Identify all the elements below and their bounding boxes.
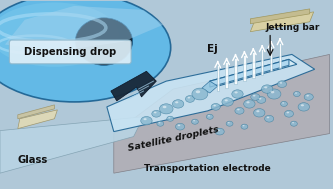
Ellipse shape	[270, 91, 274, 93]
Ellipse shape	[253, 109, 265, 117]
Ellipse shape	[217, 129, 220, 131]
Ellipse shape	[222, 98, 233, 106]
Ellipse shape	[226, 121, 233, 126]
Ellipse shape	[261, 85, 273, 93]
Ellipse shape	[152, 110, 161, 117]
Bar	[261, 50, 263, 75]
Ellipse shape	[215, 128, 224, 135]
Ellipse shape	[251, 94, 260, 100]
Ellipse shape	[306, 95, 309, 97]
Ellipse shape	[286, 112, 289, 113]
Ellipse shape	[267, 117, 269, 118]
Bar	[243, 55, 246, 81]
Ellipse shape	[154, 112, 157, 113]
Ellipse shape	[246, 101, 249, 103]
Ellipse shape	[301, 104, 304, 106]
Ellipse shape	[281, 101, 287, 106]
Bar	[225, 62, 228, 88]
Ellipse shape	[256, 110, 259, 112]
Ellipse shape	[304, 94, 313, 100]
Ellipse shape	[224, 99, 228, 101]
Ellipse shape	[282, 102, 284, 104]
Ellipse shape	[237, 109, 240, 110]
Bar	[252, 52, 254, 78]
Ellipse shape	[277, 81, 287, 88]
Ellipse shape	[243, 125, 244, 126]
Ellipse shape	[244, 100, 255, 108]
Text: Satellite droplets: Satellite droplets	[127, 125, 219, 153]
Ellipse shape	[295, 92, 297, 94]
Ellipse shape	[284, 110, 293, 117]
Ellipse shape	[264, 86, 267, 88]
Bar	[270, 46, 272, 71]
Ellipse shape	[280, 82, 282, 84]
Ellipse shape	[213, 105, 216, 106]
Polygon shape	[107, 54, 315, 132]
Ellipse shape	[196, 90, 200, 93]
Ellipse shape	[298, 103, 309, 111]
Polygon shape	[202, 81, 218, 93]
Ellipse shape	[159, 122, 161, 123]
Text: Jetting bar: Jetting bar	[265, 23, 320, 32]
Ellipse shape	[211, 104, 220, 110]
Polygon shape	[114, 54, 330, 173]
Bar	[234, 58, 237, 84]
Ellipse shape	[0, 0, 171, 102]
Ellipse shape	[0, 2, 119, 67]
Ellipse shape	[265, 115, 274, 122]
Ellipse shape	[290, 121, 297, 126]
Ellipse shape	[292, 122, 294, 123]
Text: Ej: Ej	[207, 44, 217, 54]
Ellipse shape	[253, 95, 255, 97]
Ellipse shape	[267, 89, 281, 99]
Ellipse shape	[178, 125, 180, 126]
Ellipse shape	[235, 108, 244, 114]
Ellipse shape	[241, 124, 248, 129]
Polygon shape	[18, 110, 57, 129]
Ellipse shape	[293, 91, 300, 97]
Text: Glass: Glass	[18, 155, 48, 165]
Bar	[216, 65, 219, 91]
Ellipse shape	[163, 106, 166, 108]
Bar	[279, 43, 281, 68]
Ellipse shape	[187, 97, 190, 98]
Ellipse shape	[157, 121, 164, 126]
Ellipse shape	[167, 116, 173, 121]
Ellipse shape	[208, 115, 210, 116]
Polygon shape	[18, 105, 54, 119]
Polygon shape	[210, 59, 297, 86]
Text: Transportation electrode: Transportation electrode	[145, 164, 271, 173]
Ellipse shape	[193, 120, 195, 121]
Polygon shape	[0, 117, 144, 173]
Ellipse shape	[228, 122, 230, 123]
Ellipse shape	[172, 100, 184, 108]
Ellipse shape	[232, 90, 243, 98]
Polygon shape	[111, 71, 156, 101]
Ellipse shape	[257, 97, 266, 103]
Ellipse shape	[175, 123, 184, 130]
Polygon shape	[210, 59, 289, 87]
Polygon shape	[5, 6, 163, 51]
Ellipse shape	[259, 98, 261, 99]
Ellipse shape	[144, 118, 147, 120]
Ellipse shape	[141, 116, 152, 125]
Text: Dispensing drop: Dispensing drop	[24, 47, 116, 57]
Polygon shape	[250, 12, 314, 32]
Polygon shape	[250, 9, 310, 24]
Ellipse shape	[192, 88, 208, 100]
Ellipse shape	[168, 117, 170, 119]
Ellipse shape	[175, 101, 178, 103]
Ellipse shape	[160, 104, 173, 114]
FancyBboxPatch shape	[9, 40, 131, 64]
Ellipse shape	[206, 114, 213, 119]
Ellipse shape	[234, 91, 238, 94]
Ellipse shape	[185, 96, 194, 102]
Ellipse shape	[191, 119, 198, 124]
Ellipse shape	[75, 18, 133, 65]
